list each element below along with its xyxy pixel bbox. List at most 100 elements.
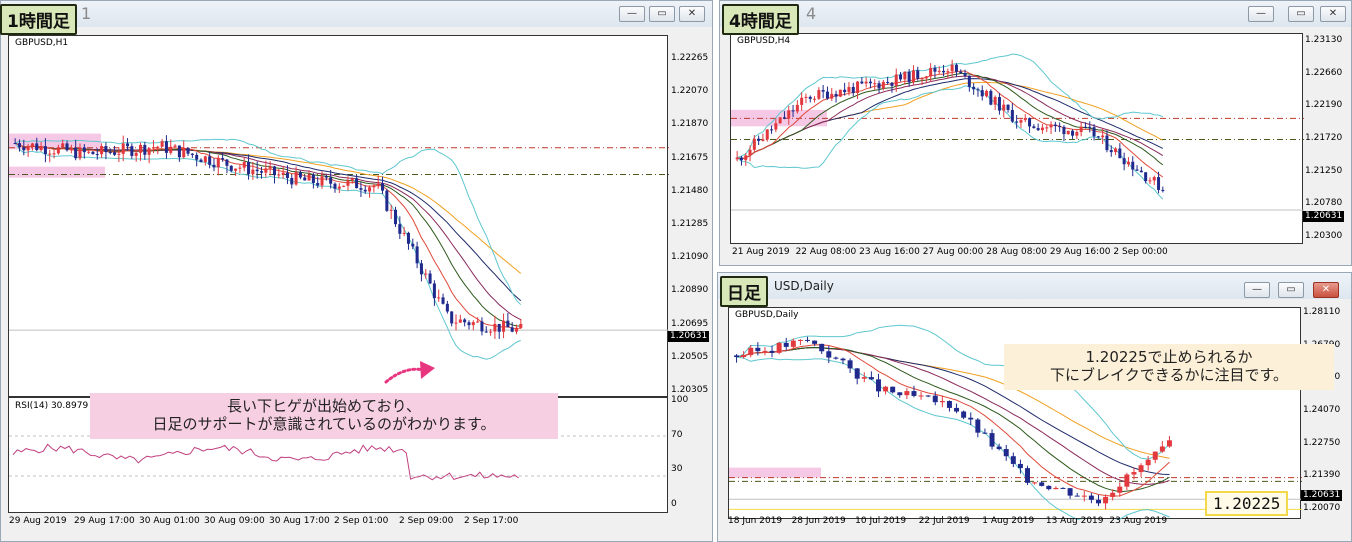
close-button[interactable]: ✕ [1320,6,1346,22]
candle [925,395,931,398]
candle [156,145,160,155]
candle [389,204,393,220]
candle [1049,121,1053,135]
candle [1138,463,1144,477]
candle [307,170,311,181]
y-tick-label: 1.20070 [1303,503,1341,513]
candle [890,82,894,93]
candle [868,78,872,89]
candle [78,143,82,161]
x-tick-label: 21 Aug 2019 [732,247,790,257]
candle [1015,115,1019,129]
candle [43,138,47,163]
candle [91,150,95,155]
minimize-button[interactable]: — [619,6,645,22]
candle [294,166,298,186]
candle [1010,103,1014,123]
y-tick-label: 1.21870 [671,119,709,130]
candle [959,69,963,74]
candle [762,347,768,356]
note-line: 下にブレイクできるかに注目です。 [1050,366,1288,384]
y-tick-label: 1.21480 [671,185,709,196]
candle [164,135,168,159]
titlebar-h4[interactable]: 4 — ▭ ✕ [720,1,1351,27]
candle [757,135,761,146]
candle [121,135,125,162]
x-tick-label: 2 Sep 01:00 [334,516,389,526]
x-tick-label: 28 Aug 08:00 [986,247,1047,257]
minimize-button[interactable]: — [1248,6,1274,22]
y-tick-label: 1.21285 [671,219,709,229]
candle [1152,175,1156,186]
h4-price-pane[interactable]: GBPUSD,H4 [730,33,1304,244]
candle [272,165,276,184]
candle [350,177,354,184]
candle [993,95,997,111]
candle [946,68,950,79]
candle [1109,145,1113,157]
candle [117,147,121,163]
titlebar-daily[interactable]: USD,Daily — ▭ ✕ [718,273,1351,299]
h1-price-pane[interactable]: GBPUSD,H1 [8,35,669,397]
candle [739,155,743,166]
candle [755,342,761,356]
candle [899,72,903,82]
y-tick-label: 1.20300 [1305,231,1343,241]
candle [1152,451,1158,464]
maximize-button[interactable]: ▭ [649,6,675,22]
y-tick-label: 1.20505 [671,351,709,362]
highlight-zone [9,166,105,178]
candle [428,270,432,285]
candle [1017,459,1023,474]
candle [130,143,134,159]
candle [342,185,346,188]
maximize-button[interactable]: ▭ [1288,6,1314,22]
candle [735,151,739,162]
candle [1096,494,1101,507]
daily-price-pane[interactable]: GBPUSD,Daily [728,307,1302,520]
x-tick-label: 18 Jun 2019 [728,516,783,526]
candle [1139,166,1143,173]
rsi-line [12,443,519,481]
y-tick-label: 100 [671,395,689,405]
candle [419,260,423,282]
candle [100,143,104,158]
candle [22,139,26,156]
candle [30,142,34,151]
candle [398,216,402,240]
candle [881,79,885,91]
candle [967,75,971,92]
candle [1081,491,1087,502]
candle [1028,117,1032,134]
annotation-arrow [384,361,435,384]
candle [1053,121,1057,132]
candle [804,93,808,104]
titlebar-h1[interactable]: 1 — ▭ ✕ [1,1,712,27]
candle [26,143,30,157]
candle [1045,125,1049,133]
candle [1101,128,1105,145]
candle [851,82,855,97]
minimize-button[interactable]: — [1244,282,1270,298]
candle [997,92,1001,115]
close-button[interactable]: ✕ [679,6,705,22]
candle [1025,465,1030,486]
candle [450,311,454,327]
close-button[interactable]: ✕ [1313,282,1339,298]
candle [169,139,173,155]
y-tick-label: 1.28110 [1303,307,1341,317]
window-caption: 4 [806,4,817,23]
candle [48,149,52,163]
maximize-button[interactable]: ▭ [1278,282,1304,298]
candle [126,138,130,151]
current-price-box: 1.20631 [668,331,710,342]
candle [1124,472,1130,491]
x-tick-label: 22 Jul 2019 [918,516,970,526]
candle [1103,494,1109,510]
candle [264,160,268,178]
y-tick-label: 1.22070 [671,86,709,97]
candle [1010,452,1016,468]
candle [221,152,225,162]
candle [87,150,91,155]
rsi-label: RSI(14) 30.8979 [15,401,89,411]
